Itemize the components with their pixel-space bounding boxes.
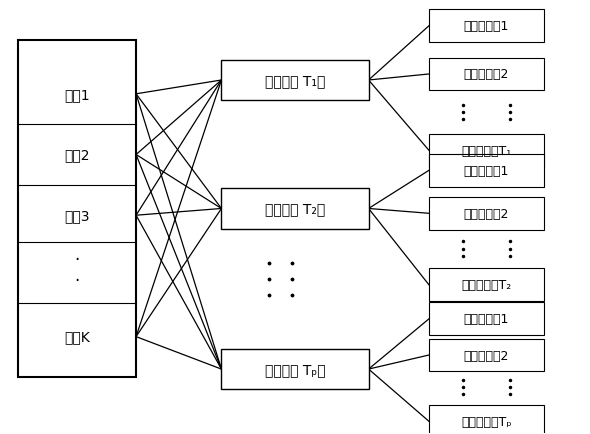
Text: 噪声传感器1: 噪声传感器1 bbox=[464, 164, 509, 178]
Text: 振动传感器1: 振动传感器1 bbox=[464, 20, 509, 33]
FancyBboxPatch shape bbox=[221, 61, 369, 101]
Text: 噪声信号 T₂个: 噪声信号 T₂个 bbox=[265, 202, 325, 216]
FancyBboxPatch shape bbox=[221, 189, 369, 229]
Text: 电力传感器Tₚ: 电力传感器Tₚ bbox=[461, 415, 512, 428]
FancyBboxPatch shape bbox=[221, 349, 369, 389]
Text: 机器3: 机器3 bbox=[64, 209, 90, 223]
FancyBboxPatch shape bbox=[429, 10, 544, 43]
Text: 噪声传感器T₂: 噪声传感器T₂ bbox=[461, 279, 512, 292]
FancyBboxPatch shape bbox=[429, 155, 544, 187]
Text: 振动传感器2: 振动传感器2 bbox=[464, 68, 509, 81]
Text: ·
·: · · bbox=[74, 250, 80, 289]
FancyBboxPatch shape bbox=[18, 41, 136, 377]
FancyBboxPatch shape bbox=[429, 269, 544, 302]
FancyBboxPatch shape bbox=[429, 197, 544, 230]
Text: 电力传感器2: 电力传感器2 bbox=[464, 349, 509, 362]
Text: 机器2: 机器2 bbox=[64, 148, 90, 162]
FancyBboxPatch shape bbox=[429, 339, 544, 372]
Text: 噪声传感器2: 噪声传感器2 bbox=[464, 207, 509, 220]
Text: 振动信号 T₁个: 振动信号 T₁个 bbox=[265, 74, 325, 88]
Text: 电力传感器1: 电力传感器1 bbox=[464, 312, 509, 326]
Text: 振动传感器T₁: 振动传感器T₁ bbox=[461, 145, 512, 158]
FancyBboxPatch shape bbox=[429, 59, 544, 91]
FancyBboxPatch shape bbox=[429, 303, 544, 335]
Text: 机器K: 机器K bbox=[64, 330, 90, 344]
FancyBboxPatch shape bbox=[429, 405, 544, 434]
Text: 电力信号 Tₚ个: 电力信号 Tₚ个 bbox=[265, 362, 325, 376]
FancyBboxPatch shape bbox=[429, 135, 544, 168]
Text: 机器1: 机器1 bbox=[64, 88, 90, 102]
